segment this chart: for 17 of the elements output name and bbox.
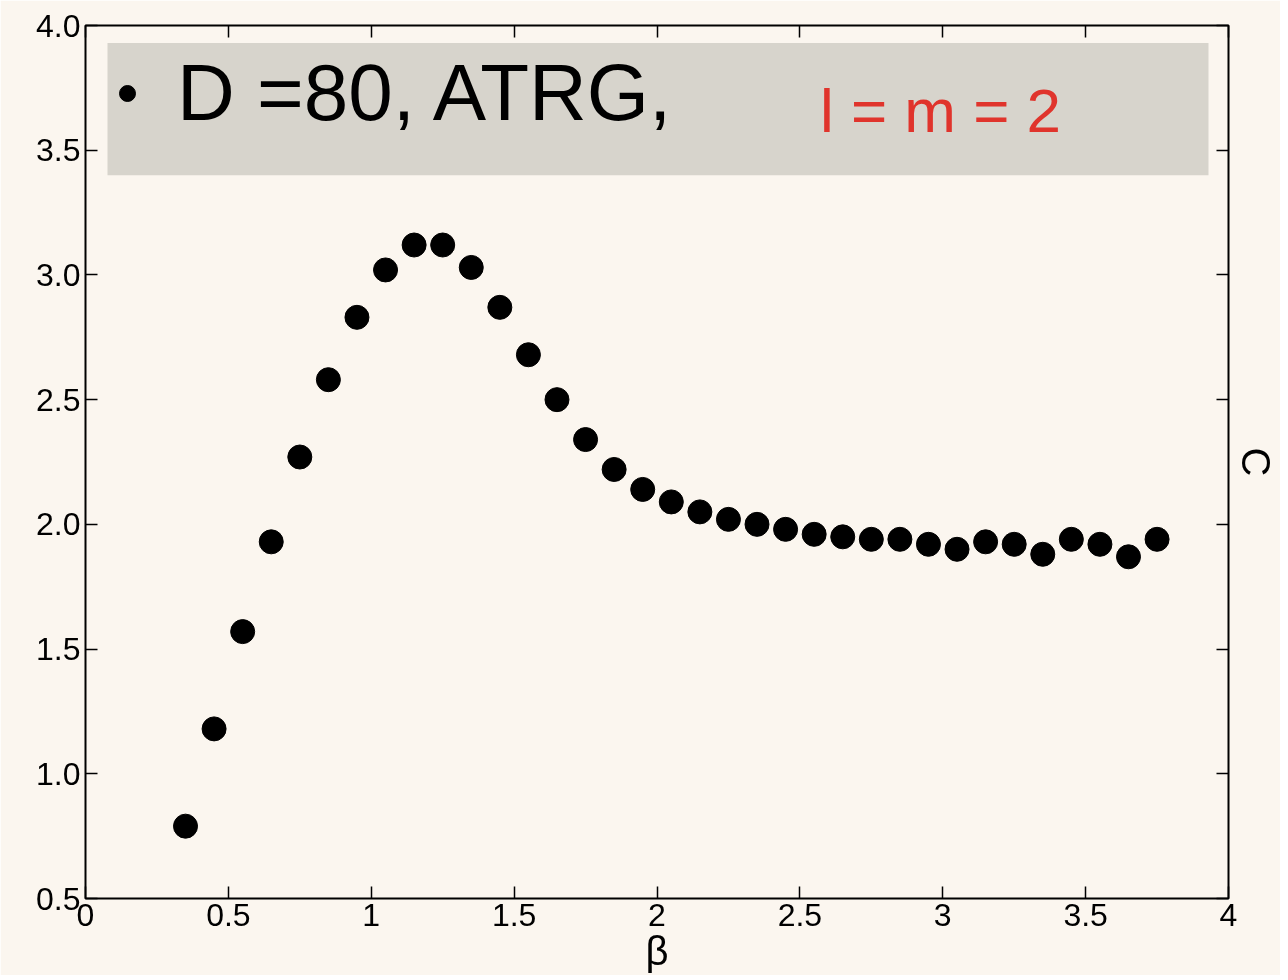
y-axis-title: C bbox=[1233, 447, 1278, 477]
y-tick-label: 1.0 bbox=[36, 755, 81, 792]
legend-label: D =80, ATRG, bbox=[177, 47, 672, 139]
x-tick-label: 2.5 bbox=[777, 896, 823, 933]
y-tick-label: 4.0 bbox=[36, 7, 81, 44]
y-tick-label: 3.0 bbox=[36, 256, 81, 293]
y-tick-label: 3.5 bbox=[36, 132, 81, 169]
y-tick-label: 2.5 bbox=[36, 381, 81, 418]
x-tick-label: 3 bbox=[933, 896, 952, 933]
x-tick-label: 0.5 bbox=[206, 896, 251, 933]
x-tick-label: 3.5 bbox=[1063, 896, 1108, 933]
y-tick-label: 2.0 bbox=[36, 506, 81, 543]
y-tick-label: 1.5 bbox=[36, 631, 81, 668]
x-tick-label: 4 bbox=[1219, 896, 1238, 933]
annotation: l = m = 2 bbox=[819, 75, 1062, 145]
x-tick-label: 1 bbox=[362, 896, 381, 933]
x-tick-label: 1.5 bbox=[491, 896, 537, 933]
